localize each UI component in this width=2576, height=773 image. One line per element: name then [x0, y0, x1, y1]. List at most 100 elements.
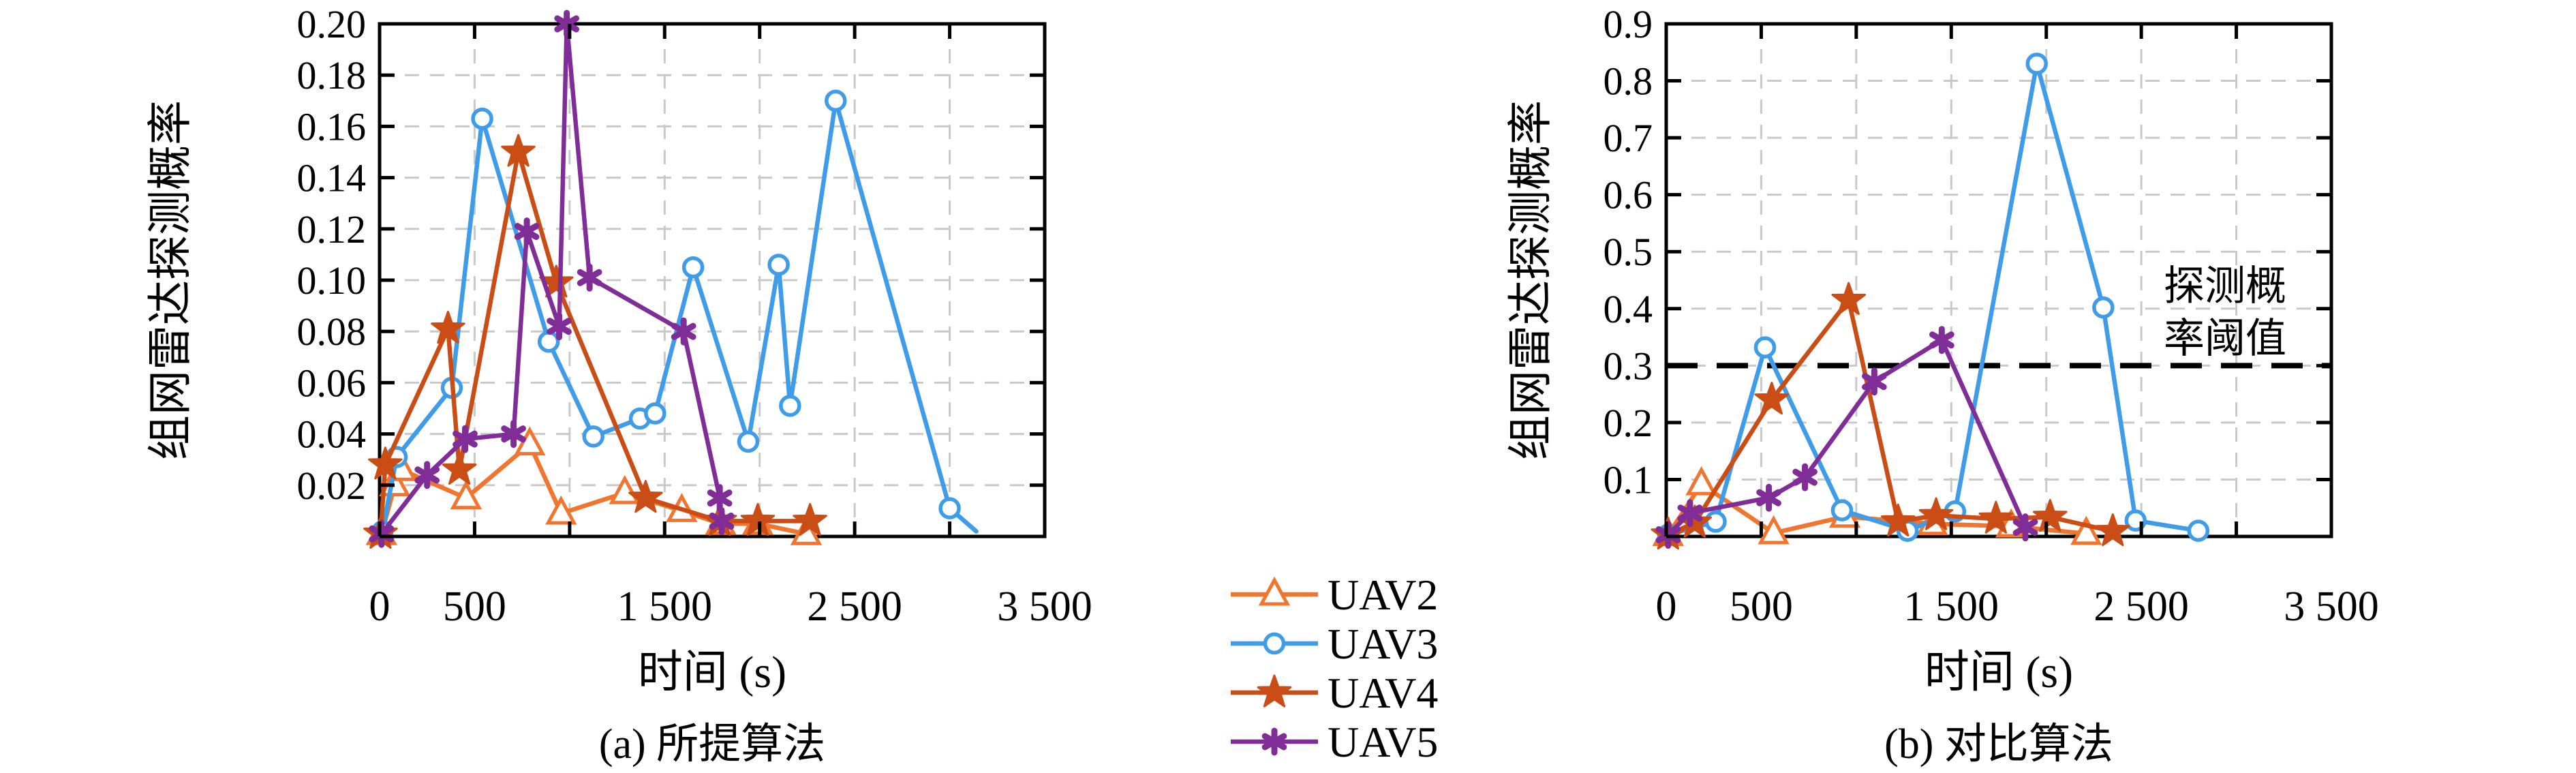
- marker-asterisk: [1792, 463, 1818, 491]
- marker-circle: [737, 430, 760, 453]
- asterisk-spoke: [547, 318, 572, 335]
- chart-a-caption: (a) 所提算法: [599, 721, 825, 768]
- series-uav5: [1655, 326, 2038, 549]
- marker-star: [1918, 497, 1954, 530]
- marker-circle: [1704, 511, 1727, 533]
- y-tick-label: 0.2: [1604, 401, 1653, 445]
- marker-circle: [471, 107, 493, 130]
- y-tick-label: 0.08: [297, 309, 367, 354]
- asterisk-spoke: [671, 322, 696, 340]
- asterisk-spoke: [1929, 331, 1954, 349]
- marker-triangle: [1685, 466, 1717, 496]
- marker-circle: [1830, 499, 1854, 521]
- x-tick-label: 500: [1730, 583, 1793, 630]
- marker-star: [793, 502, 827, 536]
- y-tick-label: 0.18: [297, 53, 367, 97]
- marker-triangle: [609, 474, 641, 504]
- x-tick-label: 2 500: [807, 583, 902, 630]
- series-uav5: [369, 10, 735, 548]
- marker-asterisk: [1861, 367, 1887, 396]
- x-tick-label: 500: [443, 583, 506, 630]
- chart-b-xaxis-title: 时间 (s): [1925, 648, 2073, 697]
- marker-asterisk: [514, 217, 540, 246]
- marker-asterisk: [501, 420, 526, 449]
- y-tick-label: 0.02: [297, 464, 367, 508]
- y-tick-label: 0.8: [1604, 59, 1653, 104]
- x-tick-label: 1 500: [617, 583, 713, 630]
- marker-circle: [2187, 519, 2210, 542]
- legend-item-label: UAV3: [1328, 620, 1438, 668]
- marker-asterisk: [1677, 499, 1703, 528]
- y-tick-label: 0.20: [297, 2, 367, 46]
- legend-item-uav2: UAV2: [1231, 571, 1438, 619]
- asterisk-spoke: [514, 223, 540, 241]
- series-uav4: [363, 134, 827, 549]
- y-tick-label: 0.10: [297, 258, 367, 303]
- chart-a-proposed-algorithm: 0 500 1 500 2 500 3 500 0.02 0.04 0.06 0.08 0.10 0…: [297, 2, 1092, 630]
- asterisk-spoke: [1756, 489, 1781, 506]
- asterisk-spoke: [554, 15, 580, 33]
- marker-asterisk: [453, 425, 478, 453]
- legend-item-label: UAV5: [1328, 718, 1438, 766]
- marker-circle: [2092, 296, 2115, 319]
- marker-star: [501, 134, 536, 167]
- marker-asterisk: [1261, 727, 1287, 756]
- marker-circle: [767, 254, 790, 276]
- marker-star: [1754, 382, 1789, 415]
- marker-circle: [2025, 52, 2049, 75]
- threshold-label-line: 率阈值: [2164, 316, 2286, 361]
- marker-circle: [582, 425, 604, 448]
- y-tick-label: 0.16: [297, 104, 367, 149]
- x-tick-label: 1 500: [1904, 583, 1999, 630]
- series-line-uav4: [378, 149, 812, 536]
- marker-asterisk: [554, 10, 580, 38]
- marker-asterisk: [1756, 483, 1781, 512]
- marker-circle: [825, 89, 847, 112]
- x-tick-label: 3 500: [2284, 583, 2379, 630]
- asterisk-spoke: [707, 489, 733, 507]
- legend-item-uav3: UAV3: [1231, 620, 1438, 668]
- chart-b-caption: (b) 对比算法: [1884, 721, 2113, 768]
- asterisk-spoke: [1677, 504, 1703, 522]
- asterisk-spoke: [1861, 373, 1887, 391]
- marker-circle: [779, 394, 801, 417]
- marker-star: [1831, 282, 1866, 315]
- marker-circle: [644, 402, 666, 425]
- legend-item-label: UAV2: [1328, 571, 1438, 619]
- marker-asterisk: [577, 263, 602, 292]
- marker-star: [628, 480, 663, 513]
- series-uav3: [1657, 52, 2210, 546]
- x-tick-label: 0: [1656, 583, 1677, 630]
- marker-triangle: [1758, 515, 1790, 545]
- x-tick-label: 0: [369, 583, 390, 630]
- marker-triangle: [545, 495, 577, 525]
- marker-star: [1880, 503, 1916, 536]
- marker-asterisk: [709, 506, 735, 535]
- x-tick-label: 3 500: [997, 583, 1092, 630]
- marker-asterisk: [1655, 520, 1681, 549]
- marker-circle: [938, 497, 961, 519]
- marker-triangle: [450, 480, 482, 510]
- asterisk-spoke: [709, 512, 735, 530]
- y-tick-label: 0.12: [297, 207, 367, 252]
- y-tick-label: 0.06: [297, 361, 367, 405]
- asterisk-spoke: [501, 425, 526, 443]
- y-tick-label: 0.04: [297, 412, 367, 457]
- y-tick-label: 0.5: [1604, 230, 1653, 274]
- y-tick-label: 0.14: [297, 156, 367, 200]
- marker-asterisk: [547, 312, 572, 341]
- chart-b-yaxis-title: 组网雷达探测概率: [1506, 100, 1556, 460]
- marker-circle: [681, 256, 705, 279]
- marker-star: [2096, 513, 2130, 547]
- legend-item-uav4: UAV4: [1231, 669, 1438, 717]
- marker-triangle: [2070, 515, 2102, 545]
- axis-ticks: 0 500 1 500 2 500 3 500 0.1 0.2 0.3 0.4 0.5 0.6 0.7…: [1604, 2, 2379, 630]
- axis-ticks: 0 500 1 500 2 500 3 500 0.02 0.04 0.06 0.08 0.10 0…: [297, 2, 1092, 630]
- y-tick-label: 0.9: [1604, 2, 1653, 46]
- y-tick-label: 0.4: [1604, 287, 1653, 331]
- marker-star: [442, 451, 477, 485]
